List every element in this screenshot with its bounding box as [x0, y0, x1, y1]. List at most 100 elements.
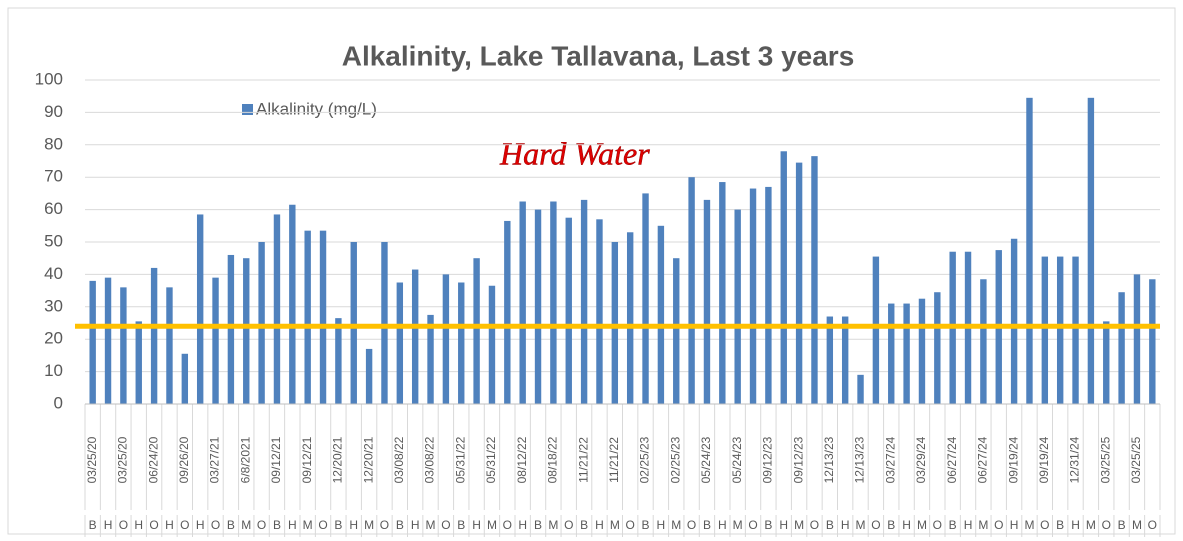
x-tick-label: 03/25/20	[85, 436, 99, 483]
site-code-label: O	[994, 518, 1003, 532]
bar	[304, 230, 311, 404]
legend-label: Alkalinity (mg/L)	[256, 99, 377, 118]
bar	[519, 201, 526, 404]
bar	[335, 318, 342, 404]
y-tick-label: 80	[44, 134, 63, 153]
site-code-label: B	[580, 518, 588, 532]
bar	[565, 217, 572, 404]
site-code-label: H	[288, 518, 297, 532]
site-code-label: H	[196, 518, 205, 532]
bar	[703, 199, 711, 404]
site-code-label: O	[211, 518, 220, 532]
site-code-label: B	[396, 518, 404, 532]
bar	[473, 258, 480, 404]
x-tick-label: 03/27/24	[883, 436, 897, 483]
bar	[688, 177, 695, 404]
site-code-label: H	[779, 518, 788, 532]
y-tick-label: 100	[35, 69, 63, 88]
site-code-label: O	[257, 518, 266, 532]
x-tick-label: 09/12/21	[300, 436, 314, 483]
bar	[857, 374, 864, 404]
bar	[811, 156, 818, 404]
site-code-label: O	[441, 518, 450, 532]
x-tick-label: 09/19/24	[1006, 436, 1020, 483]
bar	[319, 230, 327, 404]
site-code-label: H	[841, 518, 850, 532]
site-code-label: O	[748, 518, 757, 532]
site-code-label: M	[1024, 518, 1034, 532]
bar	[611, 242, 619, 404]
chart-title: Alkalinity, Lake Tallavana, Last 3 years	[342, 40, 855, 71]
x-tick-label: 05/31/22	[453, 436, 467, 483]
site-code-label: H	[411, 518, 420, 532]
x-tick-label: 03/25/25	[1098, 436, 1112, 483]
bar	[934, 292, 941, 404]
x-tick-label: 05/24/23	[730, 436, 744, 483]
site-code-label: M	[487, 518, 497, 532]
site-code-label: O	[1148, 518, 1157, 532]
bar	[1103, 321, 1110, 404]
bar	[227, 254, 235, 404]
site-code-label: B	[534, 518, 542, 532]
site-code-label: B	[89, 518, 97, 532]
bar	[458, 282, 465, 404]
site-code-label: H	[518, 518, 527, 532]
site-code-label: M	[1086, 518, 1096, 532]
x-tick-label: 03/08/22	[392, 436, 406, 483]
site-code-label: O	[318, 518, 327, 532]
bar	[596, 219, 603, 404]
site-code-label: O	[503, 518, 512, 532]
site-code-label: M	[364, 518, 374, 532]
x-tick-label: 12/20/21	[331, 436, 345, 483]
x-tick-label: 05/31/22	[484, 436, 498, 483]
x-tick-label: 08/12/22	[515, 436, 529, 483]
site-code-label: O	[1102, 518, 1111, 532]
site-code-label: H	[902, 518, 911, 532]
bar	[534, 209, 542, 404]
site-code-label: H	[472, 518, 481, 532]
x-tick-label: 03/25/25	[1129, 436, 1143, 483]
bar	[903, 303, 910, 404]
bar	[1087, 97, 1095, 404]
site-code-label: B	[334, 518, 342, 532]
y-tick-label: 0	[54, 393, 63, 412]
site-code-label: H	[1071, 518, 1080, 532]
site-code-label: B	[1118, 518, 1126, 532]
y-tick-label: 90	[44, 102, 63, 121]
bar	[826, 316, 834, 404]
site-code-label: M	[671, 518, 681, 532]
bar	[258, 242, 265, 404]
site-code-label: B	[642, 518, 650, 532]
x-tick-label: 12/13/23	[853, 436, 867, 483]
bar	[765, 186, 772, 404]
y-tick-label: 60	[44, 199, 63, 218]
site-code-label: M	[303, 518, 313, 532]
site-code-label: B	[227, 518, 235, 532]
site-code-label: O	[380, 518, 389, 532]
x-tick-label: 6/8/2021	[238, 436, 252, 483]
bar	[888, 303, 895, 404]
site-code-label: O	[687, 518, 696, 532]
x-tick-label: 02/25/23	[638, 436, 652, 483]
site-code-label: B	[764, 518, 772, 532]
site-code-label: M	[856, 518, 866, 532]
x-tick-label: 09/12/21	[269, 436, 283, 483]
bar	[1149, 279, 1156, 404]
annotation: Hard Water	[499, 135, 650, 171]
site-code-label: O	[119, 518, 128, 532]
site-code-label: H	[1010, 518, 1019, 532]
site-code-label: O	[149, 518, 158, 532]
bar	[166, 287, 173, 404]
bar	[1133, 274, 1141, 404]
site-code-label: M	[426, 518, 436, 532]
site-code-label: H	[718, 518, 727, 532]
bar	[719, 182, 726, 404]
site-code-label: B	[273, 518, 281, 532]
site-code-label: B	[457, 518, 465, 532]
site-code-label: M	[1132, 518, 1142, 532]
site-code-label: M	[610, 518, 620, 532]
site-code-label: O	[626, 518, 635, 532]
bar	[872, 256, 880, 404]
site-code-label: M	[794, 518, 804, 532]
